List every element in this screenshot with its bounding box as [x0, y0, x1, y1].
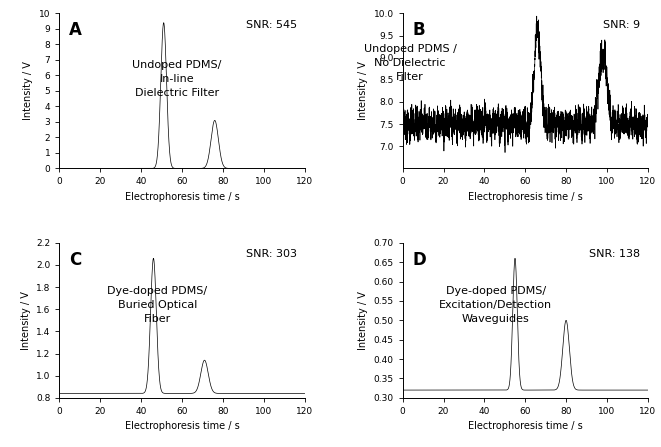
Text: D: D: [412, 251, 426, 269]
X-axis label: Electrophoresis time / s: Electrophoresis time / s: [125, 422, 239, 431]
Text: Undoped PDMS /
No Dielectric
Filter: Undoped PDMS / No Dielectric Filter: [364, 44, 457, 82]
Text: SNR: 9: SNR: 9: [603, 20, 641, 30]
X-axis label: Electrophoresis time / s: Electrophoresis time / s: [125, 192, 239, 202]
Y-axis label: Intensity / V: Intensity / V: [20, 291, 30, 350]
Text: B: B: [412, 21, 425, 39]
Text: Dye-doped PDMS/
Buried Optical
Fiber: Dye-doped PDMS/ Buried Optical Fiber: [108, 286, 208, 324]
Text: SNR: 303: SNR: 303: [247, 249, 297, 259]
Text: SNR: 138: SNR: 138: [590, 249, 641, 259]
Y-axis label: Intensity / V: Intensity / V: [358, 291, 368, 350]
X-axis label: Electrophoresis time / s: Electrophoresis time / s: [468, 422, 582, 431]
Y-axis label: Intensity / V: Intensity / V: [23, 62, 34, 120]
Text: Undoped PDMS/
In-line
Dielectric Filter: Undoped PDMS/ In-line Dielectric Filter: [132, 59, 222, 97]
Text: A: A: [69, 21, 82, 39]
X-axis label: Electrophoresis time / s: Electrophoresis time / s: [468, 192, 582, 202]
Y-axis label: Intensity / V: Intensity / V: [358, 62, 368, 120]
Text: Dye-doped PDMS/
Excitation/Detection
Waveguides: Dye-doped PDMS/ Excitation/Detection Wav…: [440, 286, 553, 324]
Text: C: C: [69, 251, 81, 269]
Text: SNR: 545: SNR: 545: [246, 20, 297, 30]
